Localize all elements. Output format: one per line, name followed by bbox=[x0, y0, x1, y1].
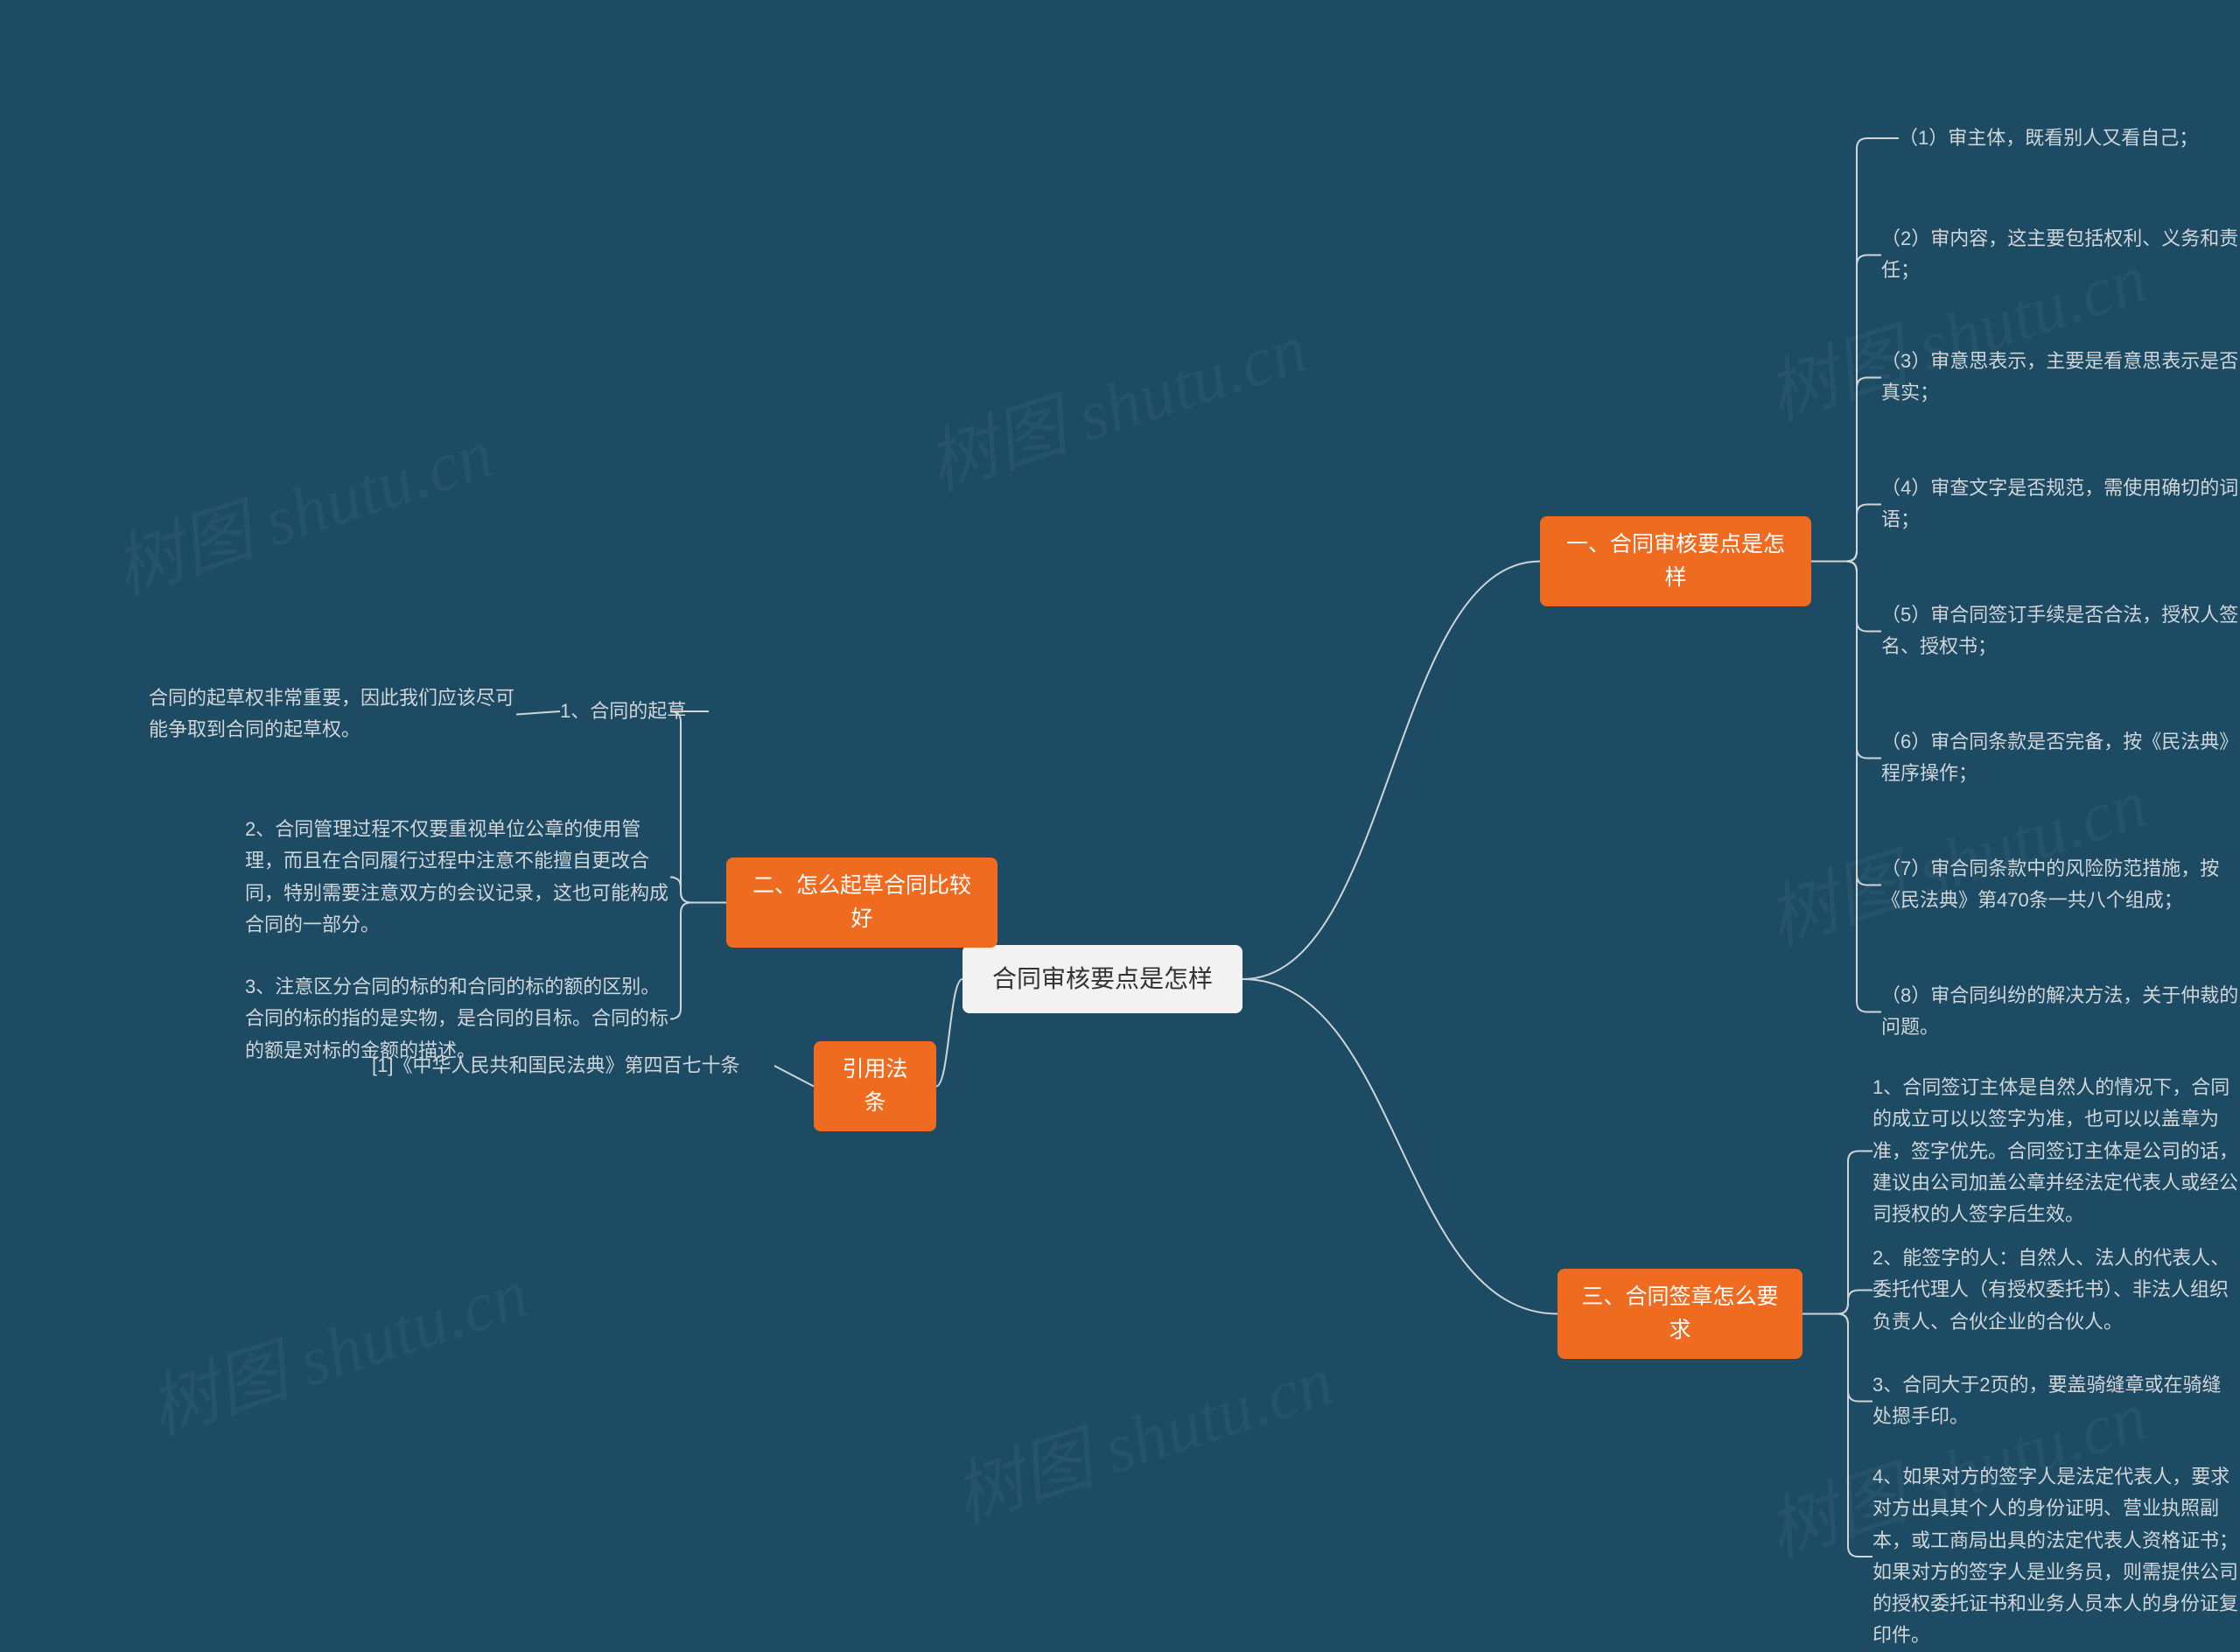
leaf-s1-item7[interactable]: （7）审合同条款中的风险防范措施，按《民法典》第470条一共八个组成； bbox=[1881, 853, 2240, 917]
leaf-text: （5）审合同签订手续是否合法，授权人签名、授权书； bbox=[1881, 599, 2240, 663]
leaf-s1-item5[interactable]: （5）审合同签订手续是否合法，授权人签名、授权书； bbox=[1881, 599, 2240, 663]
leaf-s2-item2[interactable]: 2、合同管理过程不仅要重视单位公章的使用管理，而且在合同履行过程中注意不能擅自更… bbox=[245, 814, 674, 941]
leaf-s3-item1[interactable]: 1、合同签订主体是自然人的情况下，合同的成立可以以签字为准，也可以以盖章为准，签… bbox=[1872, 1072, 2240, 1230]
root-label: 合同审核要点是怎样 bbox=[992, 961, 1213, 998]
branch-section-2[interactable]: 二、怎么起草合同比较好 bbox=[726, 858, 998, 948]
leaf-text: 4、如果对方的签字人是法定代表人，要求对方出具其个人的身份证明、营业执照副本，或… bbox=[1872, 1461, 2240, 1652]
leaf-text: 3、合同大于2页的，要盖骑缝章或在骑缝处摁手印。 bbox=[1872, 1369, 2240, 1433]
branch-label: 引用法条 bbox=[835, 1054, 915, 1119]
leaf-text: 1、合同的起草 bbox=[560, 696, 686, 727]
branch-section-3[interactable]: 三、合同签章怎么要求 bbox=[1558, 1269, 1802, 1359]
leaf-text: 2、能签字的人：自然人、法人的代表人、委托代理人（有授权委托书）、非法人组织负责… bbox=[1872, 1242, 2240, 1338]
branch-label: 一、合同审核要点是怎样 bbox=[1561, 528, 1790, 594]
watermark: 树图 shutu.cn bbox=[134, 1236, 539, 1454]
leaf-text: （3）审意思表示，主要是看意思表示是否真实； bbox=[1881, 346, 2240, 410]
leaf-text: （6）审合同条款是否完备，按《民法典》程序操作； bbox=[1881, 726, 2240, 790]
leaf-s1-item1[interactable]: （1）审主体，既看别人又看自己； bbox=[1899, 122, 2222, 154]
leaf-s3-item3[interactable]: 3、合同大于2页的，要盖骑缝章或在骑缝处摁手印。 bbox=[1872, 1369, 2240, 1433]
leaf-text: （2）审内容，这主要包括权利、义务和责任； bbox=[1881, 223, 2240, 287]
branch-citation[interactable]: 引用法条 bbox=[814, 1041, 936, 1131]
leaf-s1-item6[interactable]: （6）审合同条款是否完备，按《民法典》程序操作； bbox=[1881, 726, 2240, 790]
leaf-s1-item4[interactable]: （4）审查文字是否规范，需使用确切的词语； bbox=[1881, 472, 2240, 536]
leaf-text: [1]《中华人民共和国民法典》第四百七十条 bbox=[372, 1050, 739, 1082]
leaf-s3-item2[interactable]: 2、能签字的人：自然人、法人的代表人、委托代理人（有授权委托书）、非法人组织负责… bbox=[1872, 1242, 2240, 1338]
leaf-s1-item3[interactable]: （3）审意思表示，主要是看意思表示是否真实； bbox=[1881, 346, 2240, 410]
branch-section-1[interactable]: 一、合同审核要点是怎样 bbox=[1540, 516, 1811, 606]
leaf-text: 1、合同签订主体是自然人的情况下，合同的成立可以以签字为准，也可以以盖章为准，签… bbox=[1872, 1072, 2240, 1230]
watermark: 树图 shutu.cn bbox=[99, 396, 504, 614]
leaf-s2-item1-title[interactable]: 1、合同的起草 bbox=[560, 696, 709, 727]
leaf-s3-item4[interactable]: 4、如果对方的签字人是法定代表人，要求对方出具其个人的身份证明、营业执照副本，或… bbox=[1872, 1461, 2240, 1652]
watermark: 树图 shutu.cn bbox=[913, 291, 1318, 509]
leaf-s2-item1-body[interactable]: 合同的起草权非常重要，因此我们应该尽可能争取到合同的起草权。 bbox=[149, 682, 516, 746]
leaf-text: 2、合同管理过程不仅要重视单位公章的使用管理，而且在合同履行过程中注意不能擅自更… bbox=[245, 814, 674, 941]
leaf-text: 合同的起草权非常重要，因此我们应该尽可能争取到合同的起草权。 bbox=[149, 682, 516, 746]
leaf-text: （8）审合同纠纷的解决方法，关于仲裁的问题。 bbox=[1881, 980, 2240, 1044]
leaf-text: （7）审合同条款中的风险防范措施，按《民法典》第470条一共八个组成； bbox=[1881, 853, 2240, 917]
branch-label: 二、怎么起草合同比较好 bbox=[747, 870, 976, 935]
leaf-s1-item8[interactable]: （8）审合同纠纷的解决方法，关于仲裁的问题。 bbox=[1881, 980, 2240, 1044]
leaf-text: （4）审查文字是否规范，需使用确切的词语； bbox=[1881, 472, 2240, 536]
root-node[interactable]: 合同审核要点是怎样 bbox=[962, 945, 1242, 1013]
branch-label: 三、合同签章怎么要求 bbox=[1578, 1281, 1782, 1347]
watermark: 树图 shutu.cn bbox=[939, 1324, 1344, 1542]
leaf-citation-1[interactable]: [1]《中华人民共和国民法典》第四百七十条 bbox=[372, 1050, 774, 1082]
leaf-text: （1）审主体，既看别人又看自己； bbox=[1899, 122, 2198, 154]
leaf-s1-item2[interactable]: （2）审内容，这主要包括权利、义务和责任； bbox=[1881, 223, 2240, 287]
